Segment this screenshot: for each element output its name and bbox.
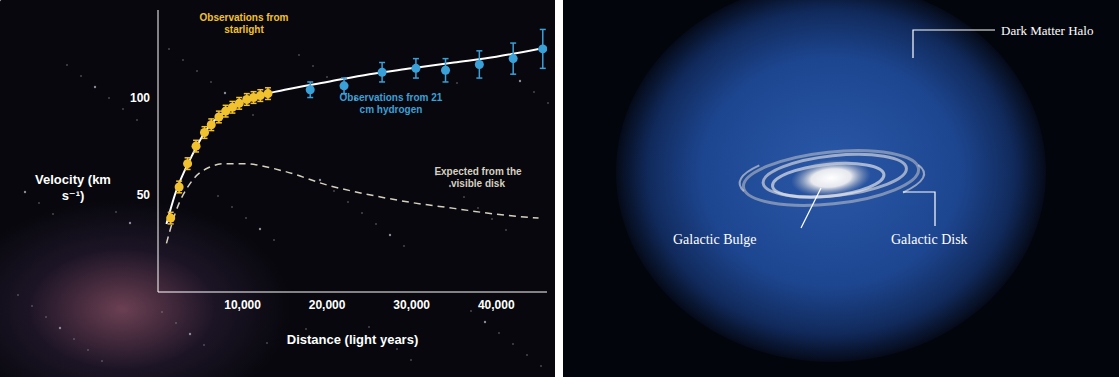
svg-text:30,000: 30,000 xyxy=(393,298,430,312)
svg-text:100: 100 xyxy=(130,91,150,105)
html-text:Velocity (km s⁻¹): Velocity (km s⁻¹) xyxy=(35,172,111,203)
svg-text:20,000: 20,000 xyxy=(309,298,346,312)
svg-text:40,000: 40,000 xyxy=(478,298,515,312)
svg-text:Dark Matter Halo: Dark Matter Halo xyxy=(1001,23,1093,38)
svg-text:Galactic Disk: Galactic Disk xyxy=(891,232,968,247)
html-text:Expected from the visible disk: Expected from the visible disk xyxy=(434,166,522,189)
svg-text:Galactic Bulge: Galactic Bulge xyxy=(673,232,757,247)
svg-text:10,000: 10,000 xyxy=(224,298,261,312)
svg-text:50: 50 xyxy=(137,188,151,202)
svg-text:Distance (light years): Distance (light years) xyxy=(287,332,419,347)
html-text:Observations from 21 cm hydrog: Observations from 21 cm hydrogen xyxy=(339,92,443,115)
html-text:Observations from starlight: Observations from starlight xyxy=(199,12,289,35)
